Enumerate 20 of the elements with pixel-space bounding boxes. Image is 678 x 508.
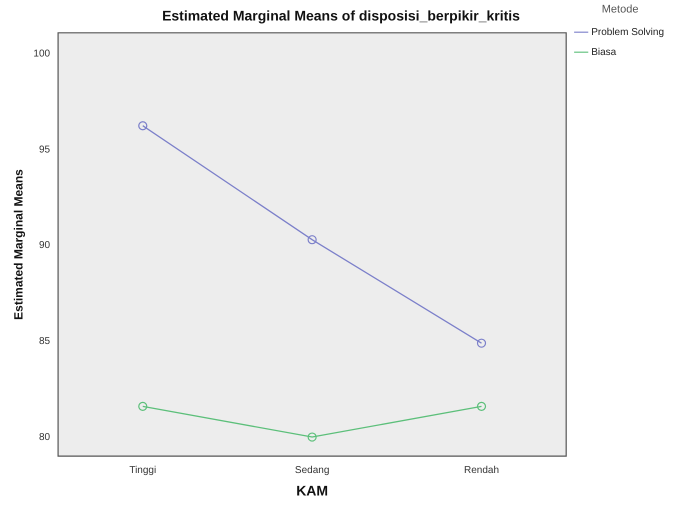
y-axis-title: Estimated Marginal Means [12,168,26,320]
y-tick-label: 80 [38,432,51,443]
legend-label: Problem Solving [591,26,664,38]
legend-label: Biasa [591,46,617,58]
y-tick-label: 85 [38,336,51,347]
point [308,432,317,442]
y-tick-label: 95 [38,144,51,156]
x-tick-label: Sedang [294,464,330,476]
chart-title: Estimated Marginal Means of disposisi_berpikir_kritis [162,7,520,24]
point [138,121,148,130]
point [476,402,486,411]
point [138,402,148,411]
y-tick-label: 90 [38,240,51,252]
x-tick-label: Tinggi [129,464,156,476]
point [476,338,486,348]
point [308,235,317,244]
legend-title: Metode [602,4,638,16]
x-tick-label: Rendah [464,464,500,476]
x-axis-title: KAM [296,482,328,498]
y-tick-label: 100 [33,48,51,60]
